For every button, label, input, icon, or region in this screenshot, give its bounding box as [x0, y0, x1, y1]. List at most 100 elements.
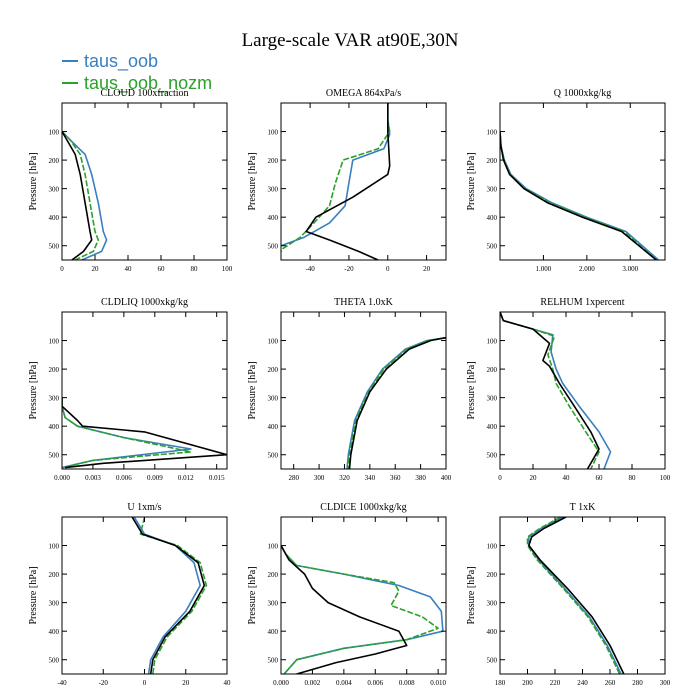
y-tick-label: 500: [487, 452, 498, 460]
y-tick-label: 100: [49, 543, 60, 551]
y-tick-label: 500: [49, 243, 60, 251]
y-tick-label: 200: [49, 366, 60, 374]
series-group: [281, 103, 391, 260]
y-tick-label: 300: [268, 186, 279, 194]
y-tick-label: 400: [49, 628, 60, 636]
x-tick-label: 400: [441, 474, 452, 482]
series-line-control: [500, 131, 657, 260]
series-line-taus-oob: [281, 103, 391, 247]
panel-title: OMEGA 864xPa/s: [326, 88, 401, 99]
y-tick-label: 500: [268, 243, 279, 251]
x-tick-label: 40: [125, 265, 133, 273]
x-tick-label: 260: [605, 679, 616, 687]
legend-label-taus-oob-nozm: taus_oob_nozm: [84, 72, 213, 93]
series-group: [500, 312, 612, 469]
series-line-taus-oob-nozm: [281, 103, 391, 252]
x-tick-label: 20: [423, 265, 431, 273]
y-axis-label: Pressure [hPa]: [247, 361, 258, 419]
y-tick-label: 100: [487, 129, 498, 137]
panel-title: Q 1000xkg/kg: [554, 88, 612, 99]
y-axis-label: Pressure [hPa]: [28, 566, 39, 624]
series-line-taus-oob: [346, 336, 446, 469]
x-tick-label: 1.000: [536, 265, 552, 273]
series-group: [131, 517, 208, 674]
y-tick-label: 100: [487, 338, 498, 346]
y-tick-label: 200: [268, 571, 279, 579]
x-tick-label: 0.002: [305, 679, 321, 687]
legend: taus_oob taus_oob_nozm: [62, 50, 212, 94]
series-line-taus-oob-nozm: [347, 336, 446, 469]
x-tick-label: 300: [314, 474, 325, 482]
y-tick-label: 300: [49, 186, 60, 194]
x-tick-label: 80: [629, 474, 637, 482]
y-tick-label: 100: [487, 543, 498, 551]
plot-frame: [499, 311, 666, 470]
series-group: [281, 545, 444, 674]
y-axis-label: Pressure [hPa]: [247, 152, 258, 210]
x-tick-label: 20: [182, 679, 190, 687]
y-tick-label: 200: [49, 157, 60, 165]
x-tick-label: 0.008: [399, 679, 415, 687]
y-tick-label: 300: [487, 186, 498, 194]
series-line-taus-oob: [528, 517, 622, 674]
x-tick-label: 180: [495, 679, 506, 687]
panel-title: T 1xK: [570, 502, 596, 513]
plot-frame: [499, 102, 666, 261]
legend-swatch-taus-oob: [62, 60, 78, 62]
series-line-control: [281, 545, 408, 674]
y-tick-label: 500: [268, 452, 279, 460]
x-tick-label: 60: [596, 474, 604, 482]
series-group: [62, 130, 108, 260]
y-tick-label: 100: [49, 338, 60, 346]
x-tick-label: 0: [143, 679, 147, 687]
plot-frame: [280, 102, 447, 261]
plot-frame: [61, 311, 228, 470]
x-tick-label: 380: [415, 474, 426, 482]
x-tick-label: 360: [390, 474, 401, 482]
y-tick-label: 100: [268, 129, 279, 137]
y-tick-label: 400: [268, 423, 279, 431]
series-line-taus-oob-nozm: [526, 517, 621, 674]
y-tick-label: 300: [487, 395, 498, 403]
x-tick-label: 3.000: [622, 265, 638, 273]
x-tick-label: 20: [530, 474, 538, 482]
y-tick-label: 300: [268, 395, 279, 403]
y-tick-label: 100: [268, 543, 279, 551]
x-tick-label: 240: [577, 679, 588, 687]
series-group: [526, 517, 625, 674]
series-line-control: [131, 517, 206, 674]
x-tick-label: 0: [60, 265, 64, 273]
y-tick-label: 400: [268, 628, 279, 636]
y-tick-label: 100: [268, 338, 279, 346]
y-axis-label: Pressure [hPa]: [28, 152, 39, 210]
series-group: [500, 131, 660, 260]
y-tick-label: 400: [487, 628, 498, 636]
y-tick-label: 200: [49, 571, 60, 579]
y-tick-label: 500: [487, 243, 498, 251]
figure-title: Large-scale VAR at90E,30N: [241, 30, 459, 51]
x-tick-label: 280: [288, 474, 299, 482]
y-tick-label: 400: [487, 423, 498, 431]
series-group: [346, 336, 446, 469]
series-group: [62, 397, 227, 469]
panel-title: CLOUD 100xfraction: [100, 88, 188, 99]
series-line-control: [62, 397, 227, 469]
x-tick-label: 40: [224, 679, 232, 687]
panel-title: CLDLIQ 1000xkg/kg: [101, 297, 188, 308]
series-line-taus-oob: [62, 130, 108, 260]
y-tick-label: 500: [487, 657, 498, 665]
y-tick-label: 500: [268, 657, 279, 665]
x-tick-label: 0.000: [273, 679, 289, 687]
x-tick-label: 20: [92, 265, 100, 273]
plot-frame: [61, 516, 228, 675]
y-tick-label: 400: [49, 423, 60, 431]
y-tick-label: 300: [487, 600, 498, 608]
x-tick-label: 0.003: [85, 474, 101, 482]
x-tick-label: 320: [339, 474, 350, 482]
x-tick-label: 280: [632, 679, 643, 687]
legend-item-taus-oob: taus_oob: [62, 50, 212, 72]
series-line-control: [305, 103, 391, 260]
plot-frame: [499, 516, 666, 675]
y-tick-label: 400: [487, 214, 498, 222]
